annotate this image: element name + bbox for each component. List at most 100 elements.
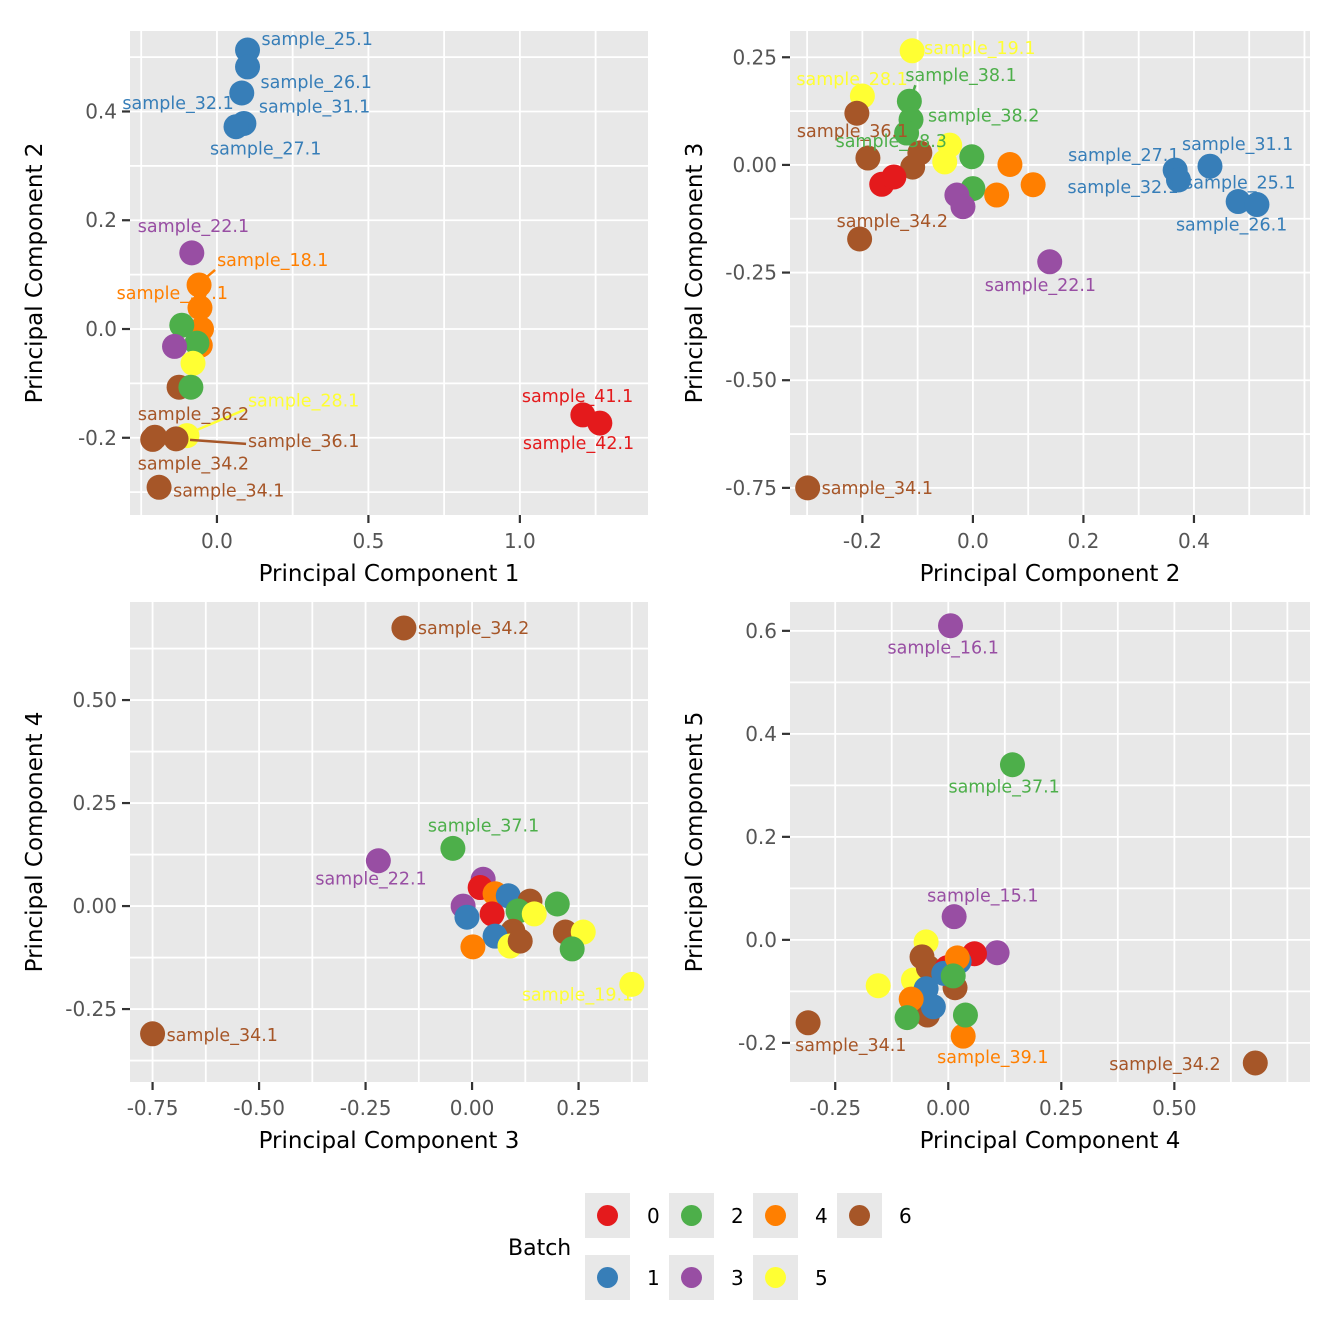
data-point: [619, 971, 645, 997]
y-tick-label: 0.25: [72, 791, 117, 815]
point-label: sample_37.1: [428, 816, 539, 836]
x-tick-label: 0.5: [352, 529, 384, 553]
data-point: [1197, 153, 1223, 179]
legend-key-swatch: [849, 1205, 870, 1226]
data-point: [184, 330, 210, 356]
x-tick-label: 1.0: [504, 529, 536, 553]
point-label: sample_22.1: [315, 870, 426, 890]
data-point: [984, 182, 1010, 208]
data-point: [460, 934, 486, 960]
x-tick-label: 0.25: [1039, 1096, 1084, 1120]
legend-key-swatch: [681, 1267, 702, 1288]
data-point: [932, 149, 958, 175]
data-point: [162, 333, 188, 359]
point-label: sample_28.1: [248, 392, 359, 412]
y-tick-label: 0.0: [85, 317, 117, 341]
legend-entry-label: 6: [899, 1204, 912, 1228]
point-label: sample_22.1: [985, 276, 1096, 296]
point-label: sample_34.1: [822, 479, 933, 499]
panel-pc2-pc3: -0.2 0.0 0.2 0.4 0.25 0.00 -0.25 -0.50 -0.75 Prin…: [682, 31, 1310, 587]
data-point: [235, 54, 261, 80]
point-label: sample_31.1: [259, 97, 370, 117]
data-point: [940, 963, 966, 989]
data-point: [900, 154, 926, 180]
x-tick-label: -0.25: [809, 1096, 861, 1120]
x-tick-label: 0.00: [450, 1096, 495, 1120]
data-point: [844, 100, 870, 126]
data-point: [952, 1002, 978, 1028]
point-label: sample_34.2: [138, 454, 249, 474]
data-point: [938, 613, 964, 639]
data-point: [559, 936, 585, 962]
data-point: [1165, 167, 1191, 193]
point-label: sample_36.1: [797, 122, 908, 142]
data-point: [146, 474, 172, 500]
point-label: sample_39.1: [937, 1048, 1048, 1068]
x-tick-label: 0.0: [201, 529, 233, 553]
y-axis-title: Principal Component 3: [682, 143, 708, 404]
data-point: [1020, 172, 1046, 198]
point-label: sample_41.1: [522, 387, 633, 407]
y-axis-title: Principal Component 2: [22, 143, 48, 404]
data-point: [855, 145, 881, 171]
y-tick-label: 0.2: [745, 825, 777, 849]
legend-key-swatch: [765, 1267, 786, 1288]
x-tick-label: -0.50: [233, 1096, 285, 1120]
data-point: [180, 350, 206, 376]
y-tick-label: -0.2: [738, 1031, 777, 1055]
y-tick-label: 0.4: [745, 722, 777, 746]
y-tick-label: 0.50: [72, 688, 117, 712]
data-point: [440, 835, 466, 861]
data-point: [365, 848, 391, 874]
plot-area: [790, 602, 1310, 1082]
data-point: [391, 615, 417, 641]
x-tick-label: 0.2: [1068, 529, 1100, 553]
legend-entry-label: 0: [647, 1204, 660, 1228]
point-label: sample_34.1: [795, 1036, 906, 1056]
legend-entry-label: 2: [731, 1204, 744, 1228]
data-point: [1242, 1050, 1268, 1076]
data-point: [1037, 249, 1063, 275]
data-point: [894, 1005, 920, 1031]
point-label: sample_36.1: [248, 432, 359, 452]
data-point: [587, 410, 613, 436]
x-tick-label: 0.0: [957, 529, 989, 553]
point-label: sample_32.1: [1067, 178, 1178, 198]
y-tick-label: -0.75: [725, 476, 777, 500]
data-point: [899, 38, 925, 64]
point-label: sample_42.1: [523, 434, 634, 454]
point-label: sample_37.1: [948, 778, 1059, 798]
data-point: [881, 164, 907, 190]
x-tick-label: 0.00: [926, 1096, 971, 1120]
y-tick-label: 0.00: [732, 153, 777, 177]
point-label: sample_38.2: [928, 107, 1039, 127]
point-label: sample_32.1: [122, 94, 233, 114]
y-tick-label: -0.25: [65, 997, 117, 1021]
point-label: sample_38.3: [836, 132, 947, 152]
x-tick-label: -0.75: [127, 1096, 179, 1120]
data-point: [179, 240, 205, 266]
label-leader-line: [189, 438, 247, 446]
data-point: [984, 940, 1010, 966]
x-tick-label: 0.4: [1178, 529, 1210, 553]
point-label: sample_25.1: [1184, 174, 1295, 194]
data-point: [1244, 192, 1270, 218]
legend-key-swatch: [597, 1267, 618, 1288]
panel-pc3-pc4: -0.75 -0.50 -0.25 0.00 0.25 -0.25 0.00 0.25 0.50…: [22, 602, 648, 1154]
point-label: sample_19.1: [924, 39, 1035, 59]
y-tick-label: -0.50: [725, 368, 777, 392]
x-tick-label: -0.25: [340, 1096, 392, 1120]
x-tick-label: 0.25: [556, 1096, 601, 1120]
data-point: [479, 901, 505, 927]
plot-area: [130, 602, 648, 1082]
legend-entry-label: 1: [647, 1266, 660, 1290]
point-label: sample_28.1: [796, 70, 907, 90]
point-label: sample_36.2: [138, 405, 249, 425]
legend-key-swatch: [681, 1205, 702, 1226]
point-label: sample_26.1: [1176, 216, 1287, 236]
data-point: [169, 312, 195, 338]
y-axis-title: Principal Component 5: [682, 712, 708, 973]
point-label: sample_26.1: [261, 73, 372, 93]
